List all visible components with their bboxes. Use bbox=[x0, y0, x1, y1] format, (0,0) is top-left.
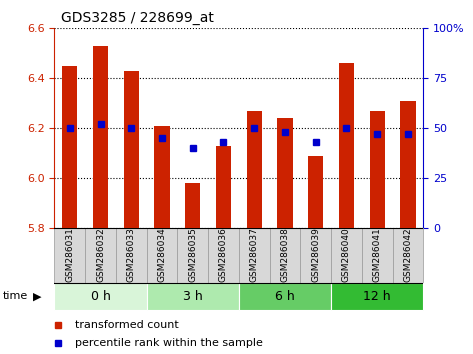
Text: GSM286037: GSM286037 bbox=[250, 227, 259, 282]
Bar bbox=[270, 228, 300, 283]
Text: GSM286039: GSM286039 bbox=[311, 227, 320, 282]
Bar bbox=[147, 228, 177, 283]
Bar bbox=[239, 283, 331, 310]
Text: GSM286033: GSM286033 bbox=[127, 227, 136, 282]
Bar bbox=[239, 228, 270, 283]
Bar bbox=[177, 228, 208, 283]
Text: GSM286040: GSM286040 bbox=[342, 227, 351, 282]
Text: GSM286041: GSM286041 bbox=[373, 227, 382, 282]
Text: ▶: ▶ bbox=[33, 291, 42, 302]
Text: time: time bbox=[2, 291, 27, 302]
Text: 6 h: 6 h bbox=[275, 290, 295, 303]
Bar bbox=[185, 183, 201, 228]
Text: GDS3285 / 228699_at: GDS3285 / 228699_at bbox=[61, 11, 214, 25]
Bar bbox=[331, 283, 423, 310]
Text: 12 h: 12 h bbox=[363, 290, 391, 303]
Bar bbox=[339, 63, 354, 228]
Bar bbox=[308, 156, 324, 228]
Bar bbox=[216, 146, 231, 228]
Text: GSM286032: GSM286032 bbox=[96, 227, 105, 282]
Bar bbox=[362, 228, 393, 283]
Text: GSM286034: GSM286034 bbox=[158, 227, 166, 282]
Bar bbox=[85, 228, 116, 283]
Bar bbox=[154, 126, 170, 228]
Text: percentile rank within the sample: percentile rank within the sample bbox=[75, 338, 263, 348]
Bar bbox=[246, 111, 262, 228]
Text: GSM286042: GSM286042 bbox=[403, 227, 412, 282]
Bar bbox=[62, 66, 78, 228]
Text: GSM286036: GSM286036 bbox=[219, 227, 228, 282]
Bar bbox=[400, 101, 416, 228]
Bar bbox=[300, 228, 331, 283]
Bar bbox=[369, 111, 385, 228]
Text: GSM286035: GSM286035 bbox=[188, 227, 197, 282]
Bar bbox=[54, 228, 85, 283]
Text: GSM286038: GSM286038 bbox=[280, 227, 289, 282]
Bar bbox=[123, 71, 139, 228]
Text: transformed count: transformed count bbox=[75, 320, 178, 330]
Bar bbox=[116, 228, 147, 283]
Bar bbox=[208, 228, 239, 283]
Bar bbox=[331, 228, 362, 283]
Bar bbox=[147, 283, 239, 310]
Text: 0 h: 0 h bbox=[90, 290, 111, 303]
Bar bbox=[393, 228, 423, 283]
Bar bbox=[277, 118, 293, 228]
Text: 3 h: 3 h bbox=[183, 290, 202, 303]
Bar bbox=[54, 283, 147, 310]
Bar bbox=[93, 46, 108, 228]
Text: GSM286031: GSM286031 bbox=[65, 227, 74, 282]
